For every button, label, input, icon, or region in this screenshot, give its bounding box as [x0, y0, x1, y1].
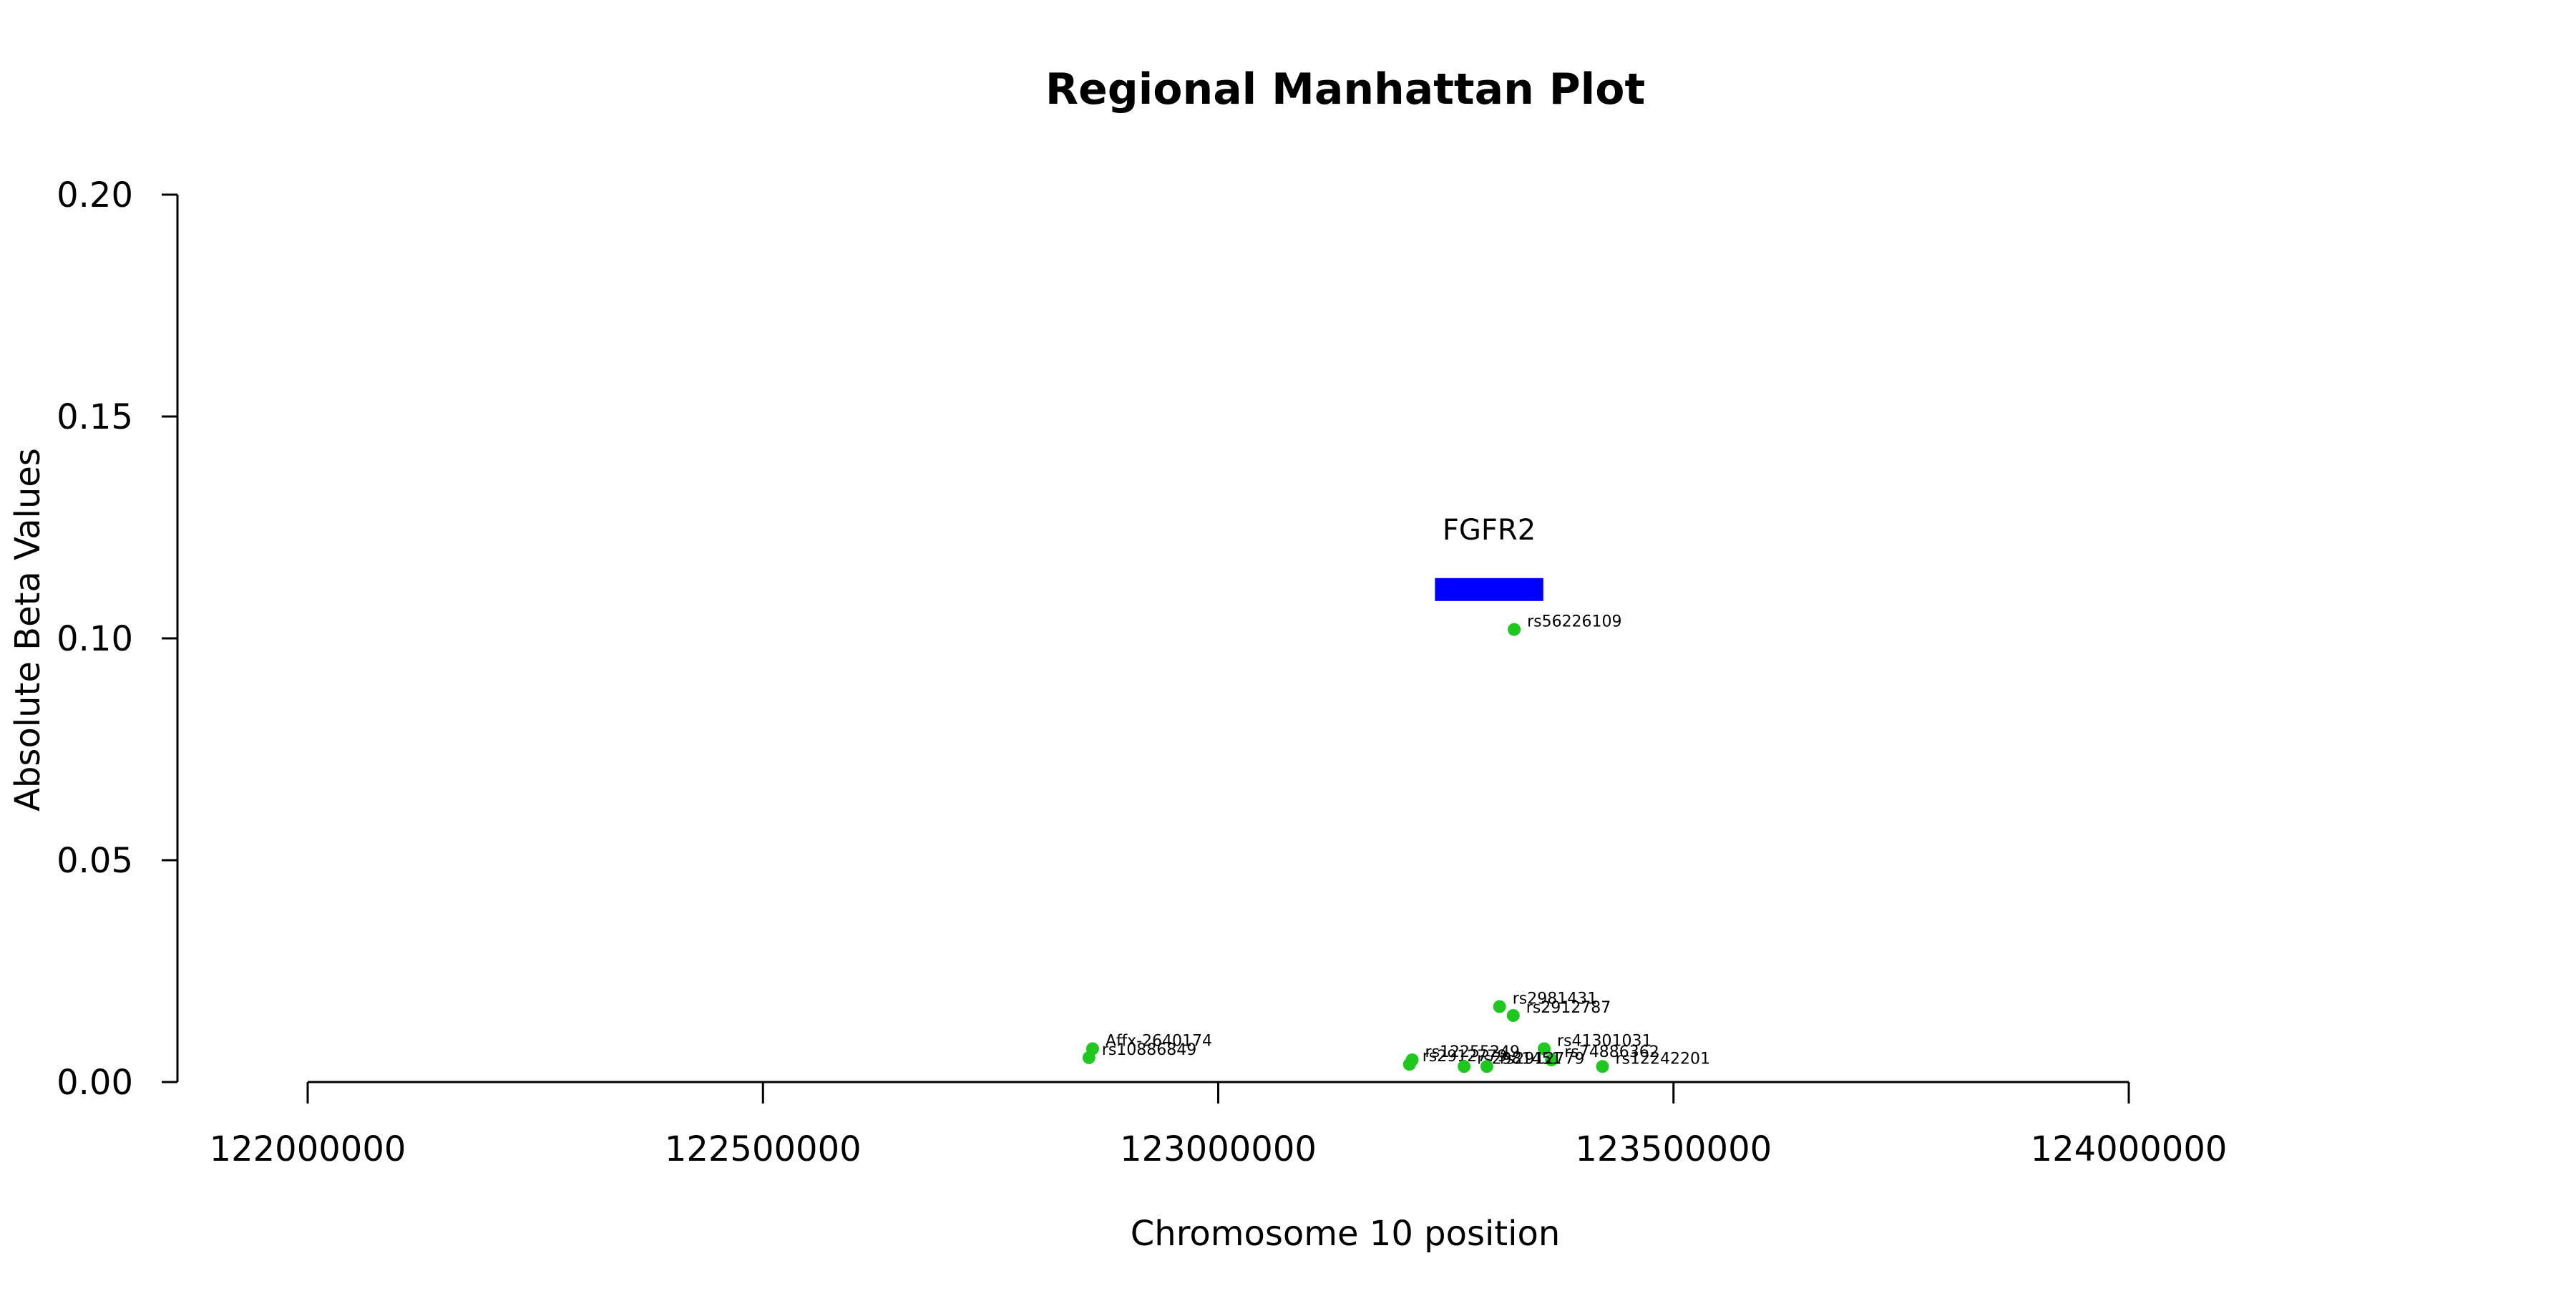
snp-label: rs41301031 — [1557, 1033, 1652, 1051]
gene-label: FGFR2 — [1443, 514, 1536, 547]
x-tick-label: 123500000 — [1575, 1129, 1772, 1169]
snp-point — [1596, 1060, 1609, 1073]
snp-point — [1402, 1058, 1416, 1071]
gene-track: FGFR2 — [1435, 514, 1543, 601]
y-tick-label: 0.15 — [57, 397, 133, 437]
y-axis-label: Absolute Beta Values — [8, 448, 48, 812]
snp-point — [1458, 1060, 1471, 1073]
snp-label: rs12255249 — [1425, 1043, 1520, 1061]
snp-label: rs2912779 — [1500, 1050, 1585, 1068]
snp-point — [1082, 1051, 1096, 1064]
gene-bar — [1435, 578, 1543, 601]
y-tick-label: 0.20 — [57, 175, 133, 215]
snp-point — [1493, 1000, 1506, 1013]
snp-point — [1538, 1042, 1551, 1056]
axes: 0.00 0.05 0.10 0.15 0.20 122000000 122500000 12… — [57, 175, 2227, 1169]
snp-label: rs56226109 — [1527, 613, 1621, 631]
snp-label: rs10886849 — [1102, 1041, 1196, 1059]
snp-label: Affx-2640174 — [1106, 1033, 1212, 1051]
snp-label: rs74886362 — [1564, 1043, 1659, 1061]
snp-label: rs12242201 — [1615, 1050, 1709, 1068]
x-tick-label: 124000000 — [2031, 1129, 2228, 1169]
snp-label: rs2912787 — [1526, 999, 1611, 1017]
x-tick-label: 122000000 — [210, 1129, 406, 1169]
chart-title: Regional Manhattan Plot — [1045, 64, 1645, 115]
y-tick-label: 0.05 — [57, 841, 133, 881]
snp-point — [1480, 1060, 1493, 1073]
snp-label: rs2981431 — [1513, 990, 1598, 1008]
x-axis-label: Chromosome 10 position — [1131, 1214, 1561, 1254]
snp-point — [1506, 1009, 1520, 1022]
x-tick-label: 123000000 — [1120, 1129, 1317, 1169]
y-tick-label: 0.00 — [57, 1063, 133, 1103]
snp-point — [1508, 623, 1521, 636]
snp-point — [1545, 1053, 1558, 1066]
y-tick-label: 0.10 — [57, 619, 133, 659]
x-tick-label: 122500000 — [665, 1129, 862, 1169]
